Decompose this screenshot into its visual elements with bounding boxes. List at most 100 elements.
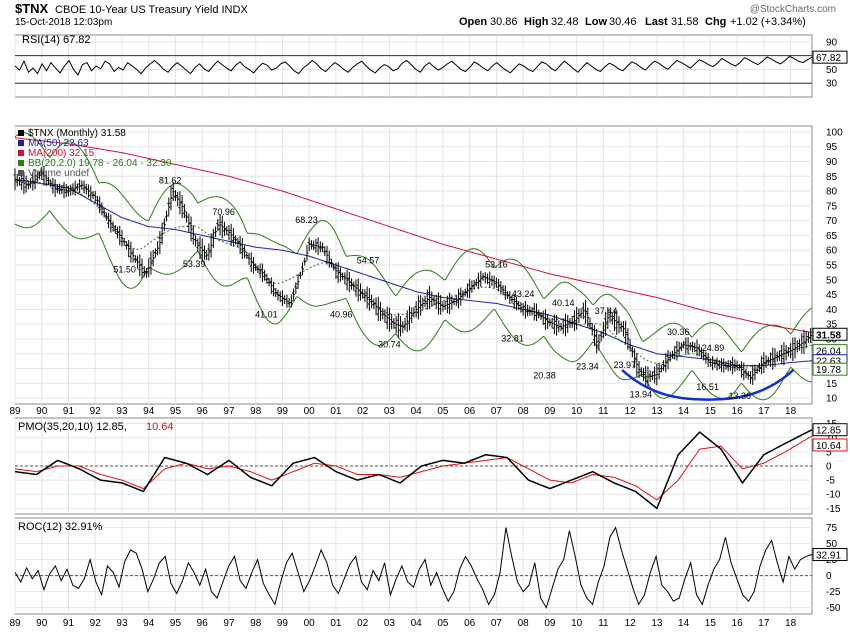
year-label-bottom: 92 xyxy=(90,618,102,629)
price-tick-label: 15 xyxy=(826,379,838,390)
bb-lower-line xyxy=(14,210,813,401)
price-annotation: 20.38 xyxy=(533,370,556,380)
rsi-title: RSI(14) 67.82 xyxy=(22,34,90,46)
year-label-bottom: 04 xyxy=(411,618,423,629)
rsi-last-badge: 67.82 xyxy=(816,53,841,64)
year-label: 10 xyxy=(571,406,583,417)
legend-bb-swatch xyxy=(18,160,24,166)
price-annotation: 41.01 xyxy=(255,309,278,319)
price-annotation: 54.57 xyxy=(357,255,380,265)
year-label: 05 xyxy=(437,406,449,417)
price-annotation: 40.14 xyxy=(552,298,575,308)
year-label: 13 xyxy=(651,406,663,417)
year-label-bottom: 99 xyxy=(277,618,289,629)
last-label: Last xyxy=(645,16,668,28)
year-label-bottom: 00 xyxy=(304,618,316,629)
year-label: 18 xyxy=(785,406,797,417)
price-tick-label: 60 xyxy=(826,246,838,257)
year-label: 16 xyxy=(732,406,744,417)
price-annotation: 53.39 xyxy=(183,259,206,269)
legend-ma200-swatch xyxy=(18,150,24,156)
price-tick-label: 55 xyxy=(826,261,838,272)
year-label: 96 xyxy=(197,406,209,417)
pmo-tick-label: 0 xyxy=(826,462,832,473)
year-label-bottom: 96 xyxy=(197,618,209,629)
bb-middle-line xyxy=(14,179,813,369)
year-label: 99 xyxy=(277,406,289,417)
watermark: @StockCharts.com xyxy=(750,4,836,15)
year-label-bottom: 09 xyxy=(544,618,556,629)
year-label: 07 xyxy=(491,406,503,417)
roc-badge: 32.91 xyxy=(816,551,841,562)
year-label: 00 xyxy=(304,406,316,417)
year-label-bottom: 17 xyxy=(758,618,770,629)
year-label: 09 xyxy=(544,406,556,417)
year-label-bottom: 95 xyxy=(170,618,182,629)
year-label-bottom: 02 xyxy=(357,618,369,629)
year-label-bottom: 16 xyxy=(732,618,744,629)
year-label: 92 xyxy=(90,406,102,417)
chg-value: +1.02 (+3.34%) xyxy=(730,16,806,28)
year-label: 97 xyxy=(223,406,235,417)
year-label-bottom: 91 xyxy=(63,618,75,629)
year-label-bottom: 94 xyxy=(143,618,155,629)
low-value: 30.46 xyxy=(609,16,637,28)
price-tick-label: 40 xyxy=(826,305,838,316)
bb-upper-line xyxy=(14,132,813,353)
price-annotation: 68.23 xyxy=(295,215,318,225)
year-label-bottom: 90 xyxy=(36,618,48,629)
price-badge: 26.04 xyxy=(816,347,841,358)
pmo-tick-label: 5 xyxy=(826,447,832,458)
price-annotation: 13.36 xyxy=(729,391,752,401)
price-annotation: 13.94 xyxy=(630,389,653,399)
last-value: 31.58 xyxy=(671,16,699,28)
chart-header: $TNX CBOE 10-Year US Treasury Yield INDX… xyxy=(15,1,836,28)
year-label: 06 xyxy=(464,406,476,417)
price-badge-box xyxy=(812,327,848,341)
price-annotation: 23.97 xyxy=(614,360,637,370)
price-annotation: 30.74 xyxy=(378,340,401,350)
year-label: 08 xyxy=(518,406,530,417)
chg-label: Chg xyxy=(705,16,726,28)
roc-tick-label: 0 xyxy=(826,571,832,582)
low-label: Low xyxy=(585,16,607,28)
roc-tick-label: 75 xyxy=(826,523,838,534)
price-tick-label: 100 xyxy=(826,127,843,138)
legend-ma50-swatch xyxy=(18,140,24,146)
price-badge: 22.63 xyxy=(816,357,841,368)
price-badge-box xyxy=(812,362,848,376)
roc-line xyxy=(14,526,813,609)
year-label: 14 xyxy=(678,406,690,417)
pmo-signal-label: 10.64 xyxy=(146,421,174,433)
year-label: 17 xyxy=(758,406,770,417)
price-annotation: 43.24 xyxy=(512,289,535,299)
high-value: 32.48 xyxy=(551,16,579,28)
legend-volume-swatch xyxy=(18,170,24,176)
rsi-tick-label: 90 xyxy=(826,37,838,48)
year-label: 03 xyxy=(384,406,396,417)
price-tick-label: 45 xyxy=(826,290,838,301)
year-label: 01 xyxy=(330,406,342,417)
chart-panels: 90705030RSI(14) 67.8267.8210095908580757… xyxy=(9,34,848,629)
open-value: 30.86 xyxy=(490,16,518,28)
price-tick-label: 35 xyxy=(826,320,838,331)
chart-date: 15-Oct-2018 12:03pm xyxy=(15,17,112,28)
year-label: 12 xyxy=(625,406,637,417)
year-label: 95 xyxy=(170,406,182,417)
year-label-bottom: 13 xyxy=(651,618,663,629)
year-label-bottom: 98 xyxy=(250,618,262,629)
roc-tick-label: -25 xyxy=(826,587,841,598)
legend-ma200: MA(200) 32.15 xyxy=(28,148,95,159)
rsi-line xyxy=(14,55,813,76)
price-tick-label: 95 xyxy=(826,142,838,153)
price-annotation: 70.96 xyxy=(212,207,235,217)
pmo-badge-box xyxy=(812,423,848,437)
price-panel: 1009590858075706560555045403530252015108… xyxy=(9,125,848,417)
year-label: 94 xyxy=(143,406,155,417)
price-badge: 19.78 xyxy=(816,365,841,376)
pmo-title: PMO(35,20,10) 12.85, xyxy=(18,421,127,433)
rsi-tick-label: 30 xyxy=(826,79,838,90)
price-tick-label: 90 xyxy=(826,157,838,168)
